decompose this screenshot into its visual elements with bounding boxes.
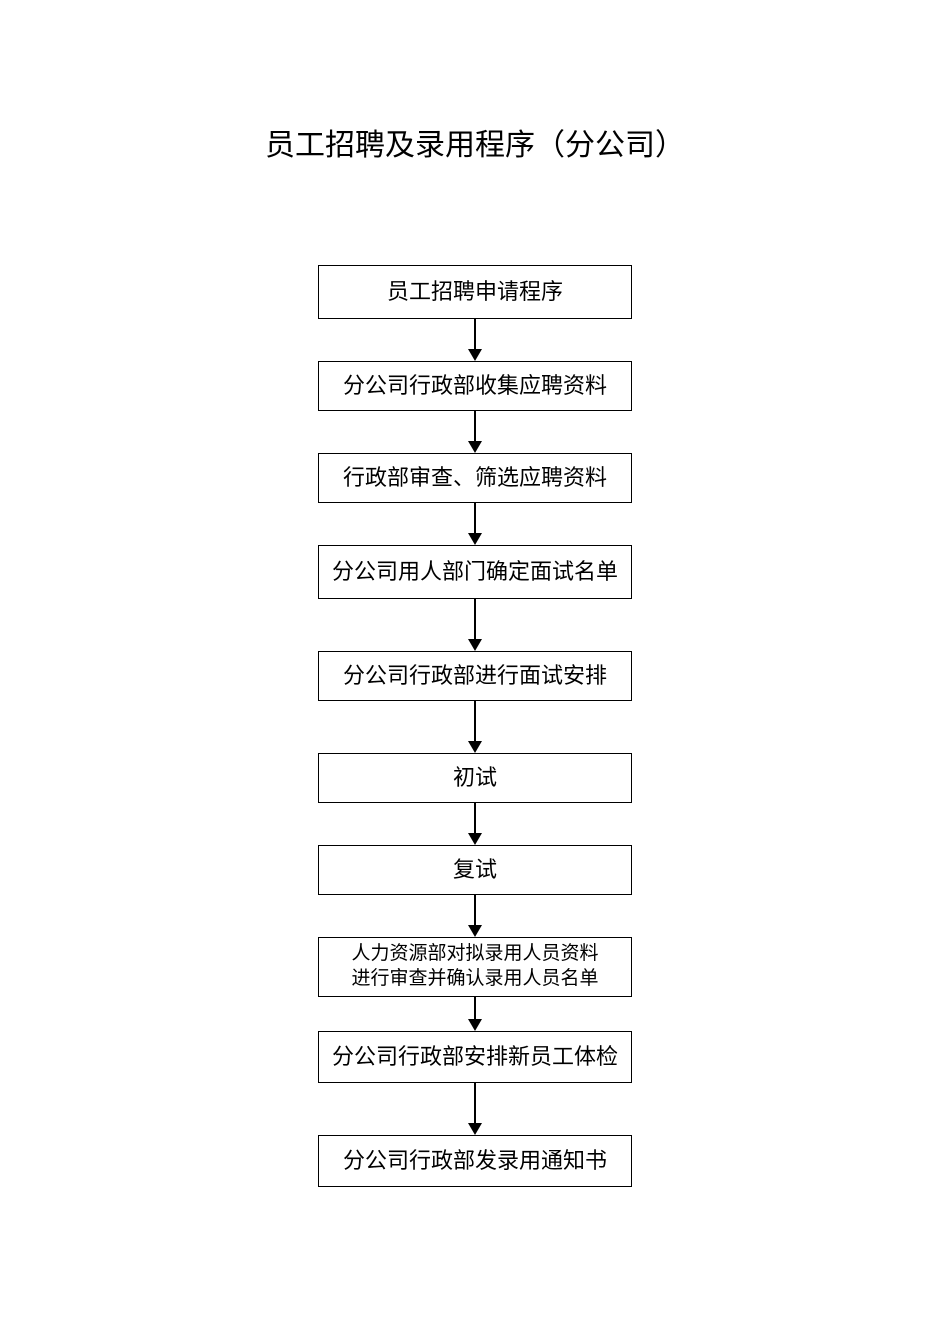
arrow-head-icon <box>468 833 482 845</box>
flowchart-arrow <box>468 1083 482 1135</box>
arrow-line <box>474 997 476 1019</box>
flowchart-node-label: 分公司行政部进行面试安排 <box>343 662 607 691</box>
flowchart-node: 行政部审查、筛选应聘资料 <box>318 453 632 503</box>
flowchart-arrow <box>468 411 482 453</box>
flowchart-arrow <box>468 803 482 845</box>
arrow-head-icon <box>468 925 482 937</box>
flowchart-arrow <box>468 895 482 937</box>
flowchart-node: 分公司行政部安排新员工体检 <box>318 1031 632 1083</box>
arrow-line <box>474 599 476 639</box>
flowchart-node-label: 分公司行政部安排新员工体检 <box>332 1043 618 1072</box>
arrow-head-icon <box>468 741 482 753</box>
arrow-line <box>474 895 476 925</box>
flowchart-arrow <box>468 503 482 545</box>
flowchart-arrow <box>468 599 482 651</box>
flowchart-node-label: 员工招聘申请程序 <box>387 278 563 307</box>
flowchart-node: 分公司用人部门确定面试名单 <box>318 545 632 599</box>
arrow-line <box>474 411 476 441</box>
arrow-line <box>474 701 476 741</box>
flowchart-node-label: 复试 <box>453 856 497 885</box>
arrow-line <box>474 319 476 349</box>
flowchart-arrow <box>468 997 482 1031</box>
flowchart-node-label: 初试 <box>453 764 497 793</box>
flowchart-arrow <box>468 701 482 753</box>
flowchart-node: 分公司行政部收集应聘资料 <box>318 361 632 411</box>
arrow-line <box>474 803 476 833</box>
flowchart-node: 初试 <box>318 753 632 803</box>
flowchart-node: 员工招聘申请程序 <box>318 265 632 319</box>
flowchart-node-label: 行政部审查、筛选应聘资料 <box>343 464 607 493</box>
arrow-head-icon <box>468 349 482 361</box>
flowchart-node: 人力资源部对拟录用人员资料 进行审查并确认录用人员名单 <box>318 937 632 997</box>
flowchart-node: 复试 <box>318 845 632 895</box>
arrow-head-icon <box>468 639 482 651</box>
flowchart-node: 分公司行政部发录用通知书 <box>318 1135 632 1187</box>
arrow-head-icon <box>468 533 482 545</box>
flowchart-arrow <box>468 319 482 361</box>
arrow-line <box>474 1083 476 1123</box>
arrow-head-icon <box>468 1123 482 1135</box>
flowchart-node: 分公司行政部进行面试安排 <box>318 651 632 701</box>
flowchart-container: 员工招聘申请程序分公司行政部收集应聘资料行政部审查、筛选应聘资料分公司用人部门确… <box>318 265 632 1187</box>
flowchart-node-label: 人力资源部对拟录用人员资料 进行审查并确认录用人员名单 <box>351 942 598 991</box>
flowchart-node-label: 分公司行政部发录用通知书 <box>343 1147 607 1176</box>
arrow-head-icon <box>468 441 482 453</box>
page-title: 员工招聘及录用程序（分公司） <box>0 120 950 164</box>
flowchart-node-label: 分公司用人部门确定面试名单 <box>332 558 618 587</box>
arrow-line <box>474 503 476 533</box>
flowchart-node-label: 分公司行政部收集应聘资料 <box>343 372 607 401</box>
arrow-head-icon <box>468 1019 482 1031</box>
